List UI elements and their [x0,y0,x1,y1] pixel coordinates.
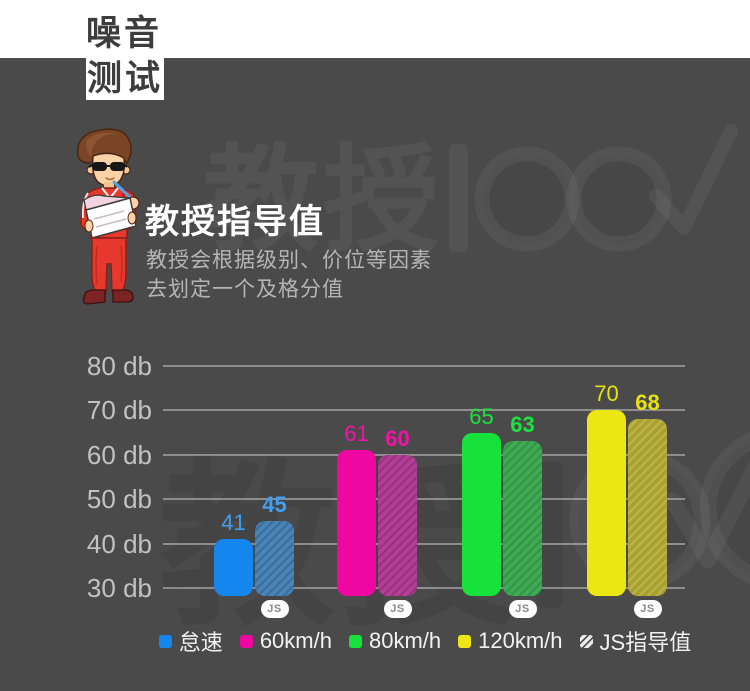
bar-solid-60km/h [337,450,376,596]
y-axis-tick-label: 50 db [86,484,152,515]
page-title-box: 测试 [86,57,164,100]
legend-swatch [458,634,472,648]
legend-item: 60km/h [239,628,332,654]
legend-swatch [239,634,253,648]
page-title-line1: 噪音 [86,14,163,53]
legend-label: 120km/h [478,628,563,653]
grid-line [163,453,685,456]
legend-label: JS指导值 [599,630,692,655]
mascot-pen-icon [112,180,135,202]
y-axis-tick-label: 30 db [86,573,152,603]
page-title-line2: 测试 [86,58,163,98]
mascot-shoe-left [82,289,106,305]
grid-line [163,498,685,501]
bar-hatched-60km/h [378,454,417,596]
bar-value-label: 61 [344,421,369,447]
mascot-hair-highlight [86,132,115,157]
legend-label: 怠速 [178,630,223,655]
subtitle-line2: 去划定一个及格分值 [146,278,344,301]
legend-swatch [158,634,172,648]
legend-item: JS指导值 [579,625,692,657]
legend-item: 80km/h [348,628,442,654]
js-badge: JS [383,600,412,618]
y-axis-tick-label: 60 db [86,439,152,470]
legend-label: 80km/h [368,628,442,653]
section-heading: 教授指导值 [145,203,325,241]
bar-value-label: 45 [262,492,287,518]
y-axis-tick-label: 70 db [86,395,152,426]
mascot-shoe-right [112,289,134,303]
bar-hatched-120km/h [628,419,667,596]
grid-line [163,365,685,367]
chart-legend: 怠速 60km/h 80km/h 120km/h JS指导值 [100,625,750,657]
bar-value-label: 41 [221,510,246,536]
y-axis-tick-label: 40 db [86,528,152,559]
bar-solid-120km/h [587,410,626,596]
section-subtitle: 教授会根据级别、价位等因素 去划定一个及格分值 [146,246,432,304]
professor-mascot-illustration [76,128,140,305]
bar-value-label: 63 [510,412,535,438]
bar-value-label: 68 [635,390,660,416]
svg-text:教授: 教授 [203,135,443,265]
grid-line [163,409,685,412]
y-axis-tick-label: 80 db [86,351,152,381]
legend-item: 怠速 [158,625,223,657]
bar-solid-怠速 [214,539,253,596]
legend-swatch [579,634,593,648]
mascot-sunglasses-icon [88,162,128,171]
mascot-pants [91,237,127,293]
legend-item: 120km/h [458,628,563,654]
bar-value-label: 65 [469,403,494,429]
top-white-strip [0,0,750,58]
js-badge: JS [508,600,537,618]
grid-line [163,587,685,589]
bar-value-label: 70 [594,381,619,407]
bar-solid-80km/h [462,432,501,596]
bar-value-label: 60 [385,425,410,451]
subtitle-line1: 教授会根据级别、价位等因素 [146,249,432,272]
bar-hatched-怠速 [255,521,294,596]
js-badge: JS [260,600,289,618]
js-badge: JS [633,600,662,618]
grid-line [163,542,685,545]
legend-label: 60km/h [259,628,332,653]
legend-swatch [348,634,362,648]
bar-hatched-80km/h [503,441,542,596]
